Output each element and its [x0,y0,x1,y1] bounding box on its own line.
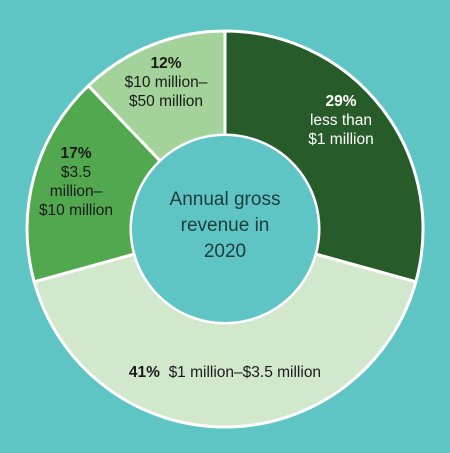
donut-center [132,136,318,322]
slice-category: $1 million–$3.5 million [169,364,322,381]
slice-12pct [86,29,227,164]
slice-percent: 41% [129,364,169,381]
center-label-line: revenue in [181,215,270,236]
slice-41pct [32,252,418,429]
center-label: Annual gross revenue in 2020 [170,189,281,262]
slice-17pct [25,83,163,284]
slice-29pct [223,29,425,284]
slice-category-line: $10 million– [125,74,208,91]
slice-percent: 12% [150,55,181,72]
center-label-line: 2020 [204,241,246,262]
slice-percent: 29% [325,93,356,110]
slice-label-17pct: 17% $3.5 million– $10 million [39,145,113,219]
slice-label-41pct: 41% $1 million–$3.5 million [129,364,321,381]
slice-percent: 17% [60,145,91,162]
slice-category-line: less than [310,112,372,129]
slice-category-line: $3.5 [61,164,91,181]
center-label-line: Annual gross [170,189,281,210]
slice-category-line: $50 million [129,93,203,110]
slice-category-line: million– [50,183,103,200]
slice-category-line: $1 million [308,131,373,148]
slice-category-line: $10 million [39,202,113,219]
slice-label-12pct: 12% $10 million– $50 million [125,55,208,110]
slice-label-29pct: 29% less than $1 million [308,93,373,148]
